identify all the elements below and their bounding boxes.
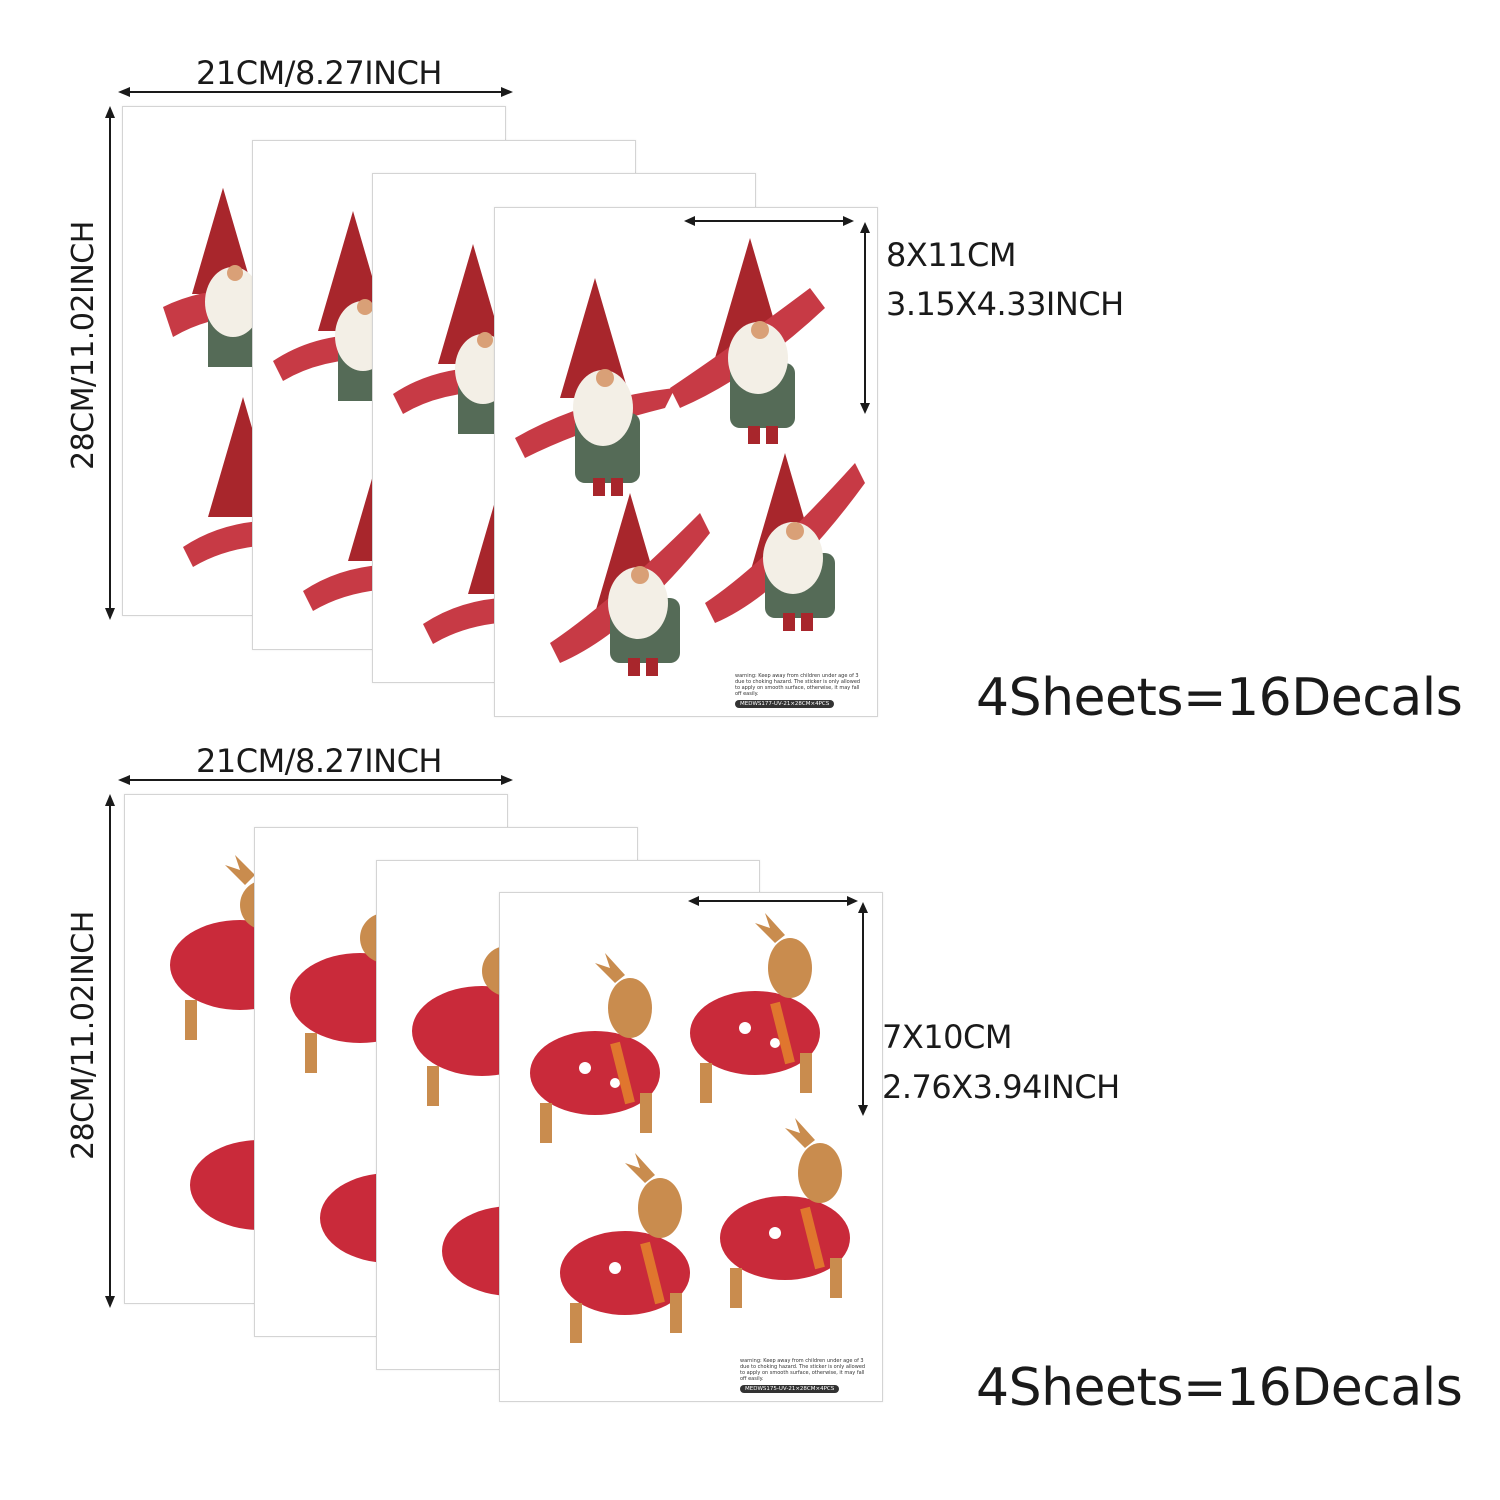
sheet-width-label: 21CM/8.27INCH (196, 742, 442, 780)
sticker-sheet-front: warning: Keep away from children under a… (499, 892, 883, 1402)
decal-width-arrow (688, 896, 858, 906)
reindeer-icon (690, 913, 820, 1103)
sheet-code-badge: MEDWS177-UV-21×28CM×4PCS (735, 700, 835, 708)
warning-fine-print: warning: Keep away from children under a… (740, 1358, 866, 1382)
decal-size-inch-label: 2.76X3.94INCH (882, 1068, 1120, 1106)
height-dimension-arrow (105, 106, 115, 620)
gnome-icon (515, 278, 675, 496)
height-dimension-arrow (105, 794, 115, 1308)
decal-size-cm-label: 8X11CM (886, 236, 1016, 274)
decal-height-arrow (860, 222, 870, 414)
warning-fine-print: warning: Keep away from children under a… (735, 673, 861, 697)
sheet-count-label: 4Sheets=16Decals (976, 1358, 1463, 1418)
width-dimension-arrow (118, 775, 513, 785)
reindeer-sheet-group: 21CM/8.27INCH 28CM/11.02INCH (0, 690, 1500, 1440)
decal-height-arrow (858, 902, 868, 1116)
reindeer-icon (530, 953, 660, 1143)
reindeer-icon (560, 1153, 690, 1343)
gnome-sheet-group: 21CM/8.27INCH 28CM/11.02INCH (66, 54, 1463, 728)
sheet-count-label: 4Sheets=16Decals (976, 668, 1463, 728)
gnome-icon (550, 493, 710, 676)
decal-size-cm-label: 7X10CM (882, 1018, 1012, 1056)
sheet-height-label: 28CM/11.02INCH (66, 221, 101, 470)
sheet-code-badge: MEDWS175-UV-21×28CM×4PCS (740, 1385, 840, 1393)
gnome-decal-set (515, 238, 865, 676)
width-dimension-arrow (118, 87, 513, 97)
gnome-icon (705, 453, 865, 631)
gnome-icon (670, 238, 825, 444)
sheet-width-label: 21CM/8.27INCH (196, 54, 442, 92)
sticker-sheet-front: warning: Keep away from children under a… (494, 207, 878, 717)
sheet-height-label: 28CM/11.02INCH (66, 911, 101, 1160)
decal-size-inch-label: 3.15X4.33INCH (886, 285, 1124, 323)
decal-width-arrow (684, 216, 854, 226)
reindeer-icon (720, 1118, 850, 1308)
reindeer-decal-set (530, 913, 850, 1343)
